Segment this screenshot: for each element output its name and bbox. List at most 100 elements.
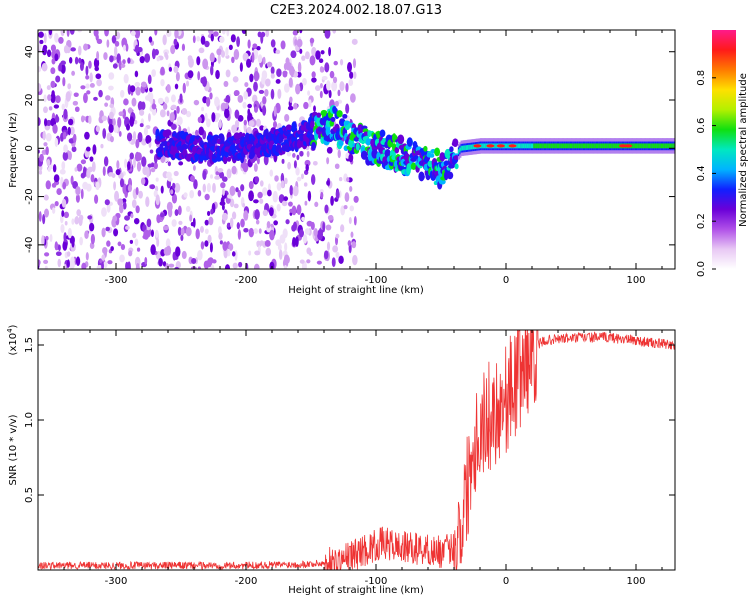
spectrum-noise-blob [101,254,106,261]
spectrum-noise-blob [266,221,271,229]
signal-core [546,143,549,149]
spectrum-noise-blob [125,225,130,230]
signal-core [572,143,575,149]
spectrum-noise-blob [136,161,142,172]
spectrum-noise-blob [299,48,303,54]
spectrum-noise-blob [340,224,345,233]
spectrum-noise-blob [346,177,350,183]
spectrum-noise-blob [348,78,354,87]
spectrum-noise-blob [143,126,148,136]
signal-core [561,143,565,149]
spectrum-noise-blob [46,49,52,58]
spectrum-noise-blob [274,175,279,182]
spectrum-noise-blob [264,78,271,87]
spectrum-noise-blob [104,199,110,206]
spectrum-noise-blob [293,102,298,110]
spectrum-noise-blob [38,211,42,222]
spectrum-noise-blob [284,177,288,185]
signal-blob [406,137,413,147]
spectrum-noise-blob [64,221,68,226]
spectrum-noise-blob [229,198,235,208]
spectrum-noise-blob [147,136,152,143]
spectrum-noise-blob [63,211,70,219]
spectrum-noise-blob [52,207,56,214]
spectrum-noise-blob [101,207,107,217]
spectrum-noise-blob [253,81,258,92]
spectrum-noise-blob [185,205,191,213]
spectrum-noise-blob [304,159,311,167]
spectrum-noise-blob [331,257,336,268]
spectrum-noise-blob [216,48,222,56]
spectrum-noise-blob [151,69,157,78]
spectrum-noise-blob [96,38,103,45]
spectrum-noise-blob [105,226,110,232]
signal-blob [310,120,315,129]
spectrum-noise-blob [337,89,341,97]
spectrum-noise-blob [204,219,209,226]
signal-blob [454,163,459,170]
spectrum-noise-blob [253,263,260,269]
spectrum-noise-blob [122,59,126,65]
spectrum-noise-blob [287,105,294,111]
spectrum-noise-blob [259,240,264,246]
spectrum-noise-blob [247,103,252,109]
chart-title: C2E3.2024.002.18.07.G13 [270,3,442,18]
spectrum-noise-blob [44,265,48,269]
spectrum-noise-blob [310,174,316,185]
spectrum-noise-blob [186,110,192,118]
spectrum-noise-blob [172,182,176,190]
spectrum-noise-blob [84,230,89,239]
spectrum-noise-blob [311,46,317,57]
spectrum-noise-blob [258,228,262,234]
signal-core [645,143,648,149]
spectrum-noise-blob [139,123,144,128]
spectrum-noise-blob [295,236,299,247]
signal-core [457,149,461,155]
spectrum-noise-blob [269,261,275,269]
signal-hotspot [496,144,505,148]
spectrum-noise-blob [138,190,143,199]
spectrum-noise-blob [147,74,152,85]
spectrum-noise-blob [243,210,249,221]
spectrum-noise-blob [285,256,290,264]
spectrum-noise-blob [259,180,264,187]
spectrum-noise-blob [46,85,51,91]
spectrum-noise-blob [220,50,226,58]
spectrum-noise-blob [95,181,100,191]
spectrum-noise-blob [247,39,251,49]
spectrum-noise-blob [335,189,340,200]
signal-core [526,143,529,149]
spectrum-noise-blob [214,96,220,107]
spectrum-noise-blob [296,176,302,182]
spectrum-noise-blob [212,182,216,194]
snr-scale-factor: (x104) [6,324,19,355]
spectrum-noise-blob [50,92,56,104]
spectrum-noise-blob [270,73,275,79]
signal-blob [449,146,454,153]
colorbar-label: Normalized spectral amplitude [738,73,749,227]
y-tick-label: 1.0 [24,412,35,428]
spectrum-noise-blob [290,50,297,59]
signal-core [555,143,558,149]
spectrum-noise-blob [44,252,50,257]
spectrum-noise-blob [237,94,244,103]
spectrum-noise-blob [150,229,154,237]
spectrum-noise-blob [81,262,87,269]
spectrum-noise-blob [117,241,122,247]
spectrum-noise-blob [319,82,323,89]
signal-blob [325,126,331,136]
spectrum-noise-blob [243,90,249,100]
spectrum-noise-blob [240,161,246,169]
spectrum-noise-blob [93,57,100,69]
spectrum-noise-blob [165,171,172,179]
spectrum-noise-blob [162,34,167,46]
spectrum-noise-blob [278,194,285,204]
spectrum-noise-blob [328,89,332,99]
spectrum-noise-blob [58,244,61,251]
spectrum-noise-blob [60,64,66,74]
spectrum-noise-blob [280,40,286,50]
spectrum-noise-blob [60,224,65,234]
spectrum-noise-blob [240,218,245,228]
spectrum-noise-blob [109,135,114,143]
